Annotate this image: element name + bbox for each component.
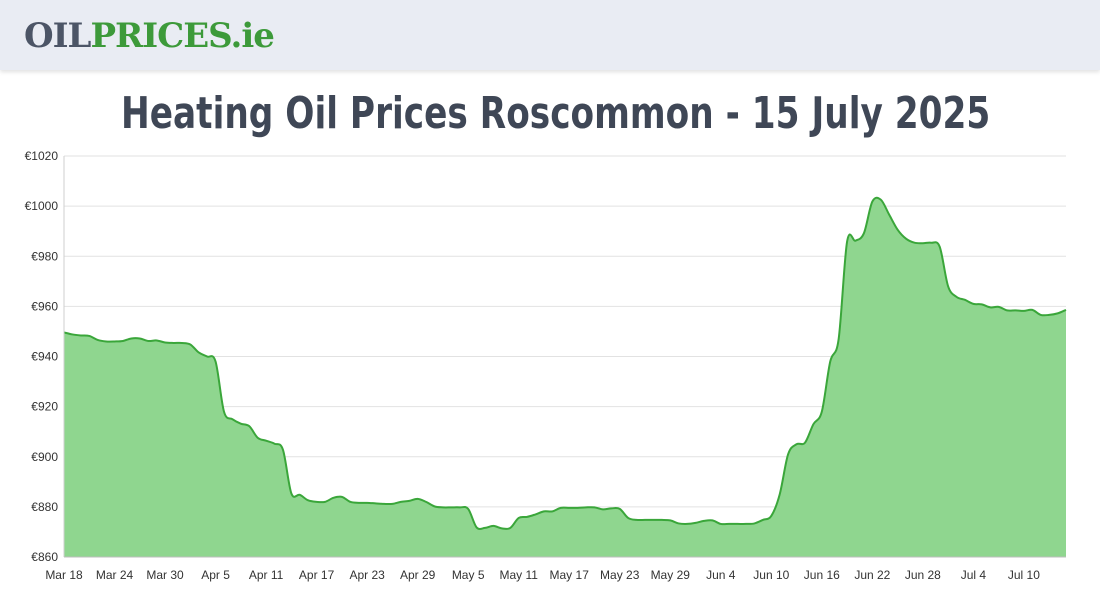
chart-series — [63, 196, 1067, 557]
x-tick-label: Jun 4 — [706, 568, 736, 582]
logo-oil: OIL — [24, 16, 91, 56]
y-tick-label: €1020 — [25, 149, 59, 163]
x-tick-label: Jul 10 — [1008, 568, 1040, 582]
x-tick-label: Jun 16 — [804, 568, 840, 582]
y-tick-label: €1000 — [25, 199, 59, 213]
x-tick-label: Mar 24 — [96, 568, 134, 582]
y-tick-label: €920 — [31, 400, 58, 414]
price-area-fill — [64, 197, 1066, 557]
x-tick-label: Apr 17 — [299, 568, 335, 582]
site-header: OILPRICES.ie — [0, 0, 1100, 70]
x-tick-label: Mar 30 — [146, 568, 184, 582]
price-line — [63, 196, 1067, 531]
y-tick-label: €860 — [31, 550, 58, 564]
x-tick-label: Jul 4 — [961, 568, 987, 582]
x-tick-label: May 29 — [651, 568, 691, 582]
x-tick-label: Apr 5 — [201, 568, 230, 582]
x-tick-label: May 11 — [499, 568, 538, 582]
x-tick-label: May 17 — [550, 568, 590, 582]
x-tick-label: Mar 18 — [45, 568, 83, 582]
y-tick-label: €940 — [31, 350, 58, 364]
y-tick-label: €900 — [31, 450, 58, 464]
logo-prices: PRICES — [90, 16, 231, 56]
y-tick-label: €880 — [31, 500, 58, 514]
x-tick-label: Apr 29 — [400, 568, 436, 582]
x-tick-label: Jun 28 — [905, 568, 941, 582]
x-tick-label: Apr 11 — [249, 568, 284, 582]
y-tick-label: €980 — [31, 249, 58, 263]
x-tick-label: Jun 22 — [854, 568, 890, 582]
x-tick-label: Apr 23 — [349, 568, 385, 582]
page-title: Heating Oil Prices Roscommon - 15 July 2… — [121, 88, 991, 139]
chart-axes: €860 €880 €900 €920 €940 €960 €980 €1000 €1020 Ma… — [25, 149, 1066, 582]
x-tick-label: May 5 — [452, 568, 485, 582]
x-tick-label: Jun 10 — [753, 568, 789, 582]
y-tick-label: €960 — [31, 299, 58, 313]
x-tick-label: May 23 — [600, 568, 640, 582]
site-logo[interactable]: OILPRICES.ie — [24, 14, 275, 58]
logo-domain: .ie — [230, 16, 274, 56]
